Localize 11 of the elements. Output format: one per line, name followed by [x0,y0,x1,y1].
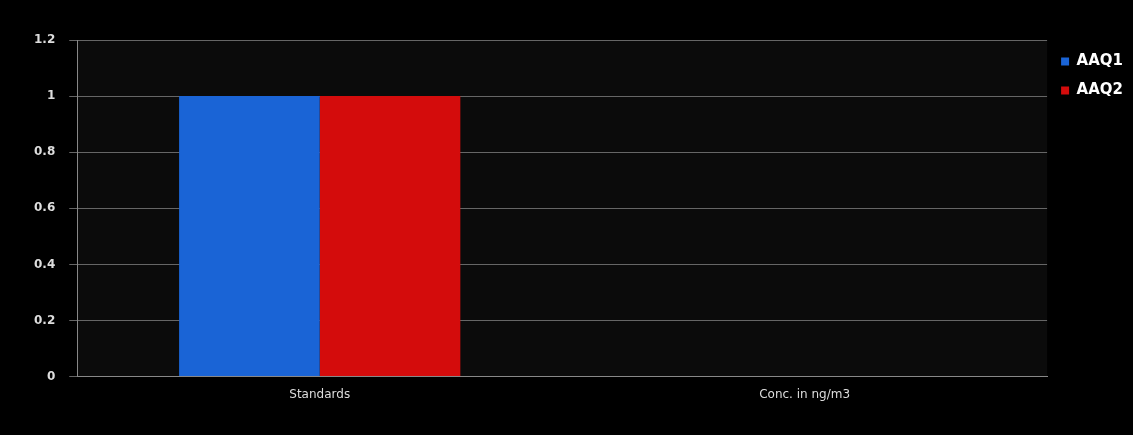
legend-label: AAQ2 [1076,80,1123,99]
y-tick-label: 0.4 [33,256,56,271]
y-tick-label: 0.2 [33,312,56,327]
legend-label: AAQ1 [1076,51,1123,70]
y-tick-label: 1.2 [33,32,56,47]
y-tick-label: 0.8 [33,144,56,159]
x-tick-label: Standards [289,386,351,401]
y-tick-label: 0 [46,368,56,383]
y-tick-label: 0.6 [33,200,56,215]
x-tick-label: Conc. in ng/m3 [759,386,851,401]
y-tick-label: 1 [46,88,56,103]
